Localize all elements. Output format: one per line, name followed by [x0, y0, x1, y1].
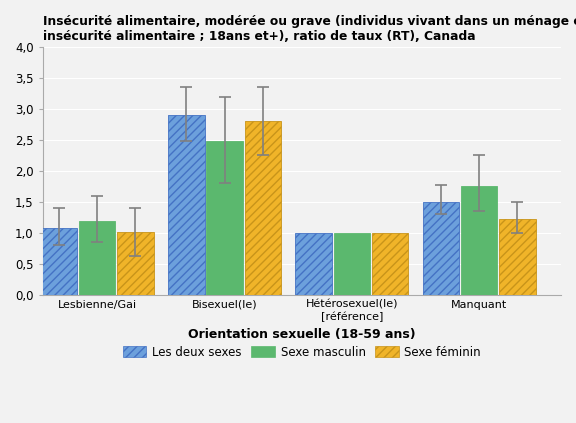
X-axis label: Orientation sexuelle (18-59 ans): Orientation sexuelle (18-59 ans)	[188, 327, 416, 341]
Bar	[499, 220, 536, 295]
Bar	[334, 233, 370, 295]
Bar	[423, 202, 459, 295]
Text: Insécurité alimentaire, modérée ou grave (individus vivant dans un ménage en
ins: Insécurité alimentaire, modérée ou grave…	[43, 15, 576, 43]
Bar	[118, 232, 154, 295]
Bar	[168, 115, 204, 295]
Bar	[79, 221, 115, 295]
Bar	[245, 121, 281, 295]
Bar	[372, 233, 408, 295]
Bar	[206, 141, 242, 295]
Legend: Les deux sexes, Sexe masculin, Sexe féminin: Les deux sexes, Sexe masculin, Sexe fémi…	[118, 341, 486, 363]
Bar	[41, 228, 77, 295]
Bar	[295, 233, 332, 295]
Bar	[461, 187, 497, 295]
